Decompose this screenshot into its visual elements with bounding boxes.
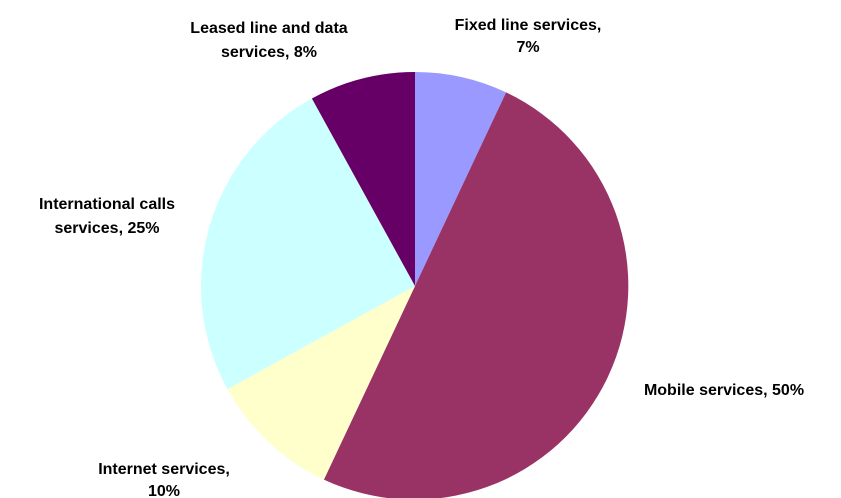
- slice-label-line: Internet services,: [98, 461, 230, 478]
- slice-label: Internet services, 10%: [98, 461, 230, 498]
- pie-labels: Fixed line services, 7% Mobile services, 5…: [39, 17, 804, 498]
- slice-label-line: Leased line and data: [190, 20, 347, 37]
- slice-label: Leased line and data services, 8%: [190, 20, 347, 61]
- slice-label-line: services, 8%: [221, 44, 317, 61]
- slice-label: International calls services, 25%: [39, 196, 175, 237]
- slice-label-line: Fixed line services,: [455, 17, 602, 34]
- pie-slice-international-calls-services: [200, 98, 415, 390]
- slice-label: Mobile services, 50%: [644, 382, 804, 399]
- pie-slice-leased-line-and-data-services: [311, 71, 415, 286]
- slice-label-line: 7%: [516, 39, 539, 56]
- slice-label: Fixed line services, 7%: [455, 17, 602, 56]
- slice-label-line: 10%: [148, 483, 180, 498]
- pie-slice-mobile-services: [323, 92, 629, 498]
- pie-slice-fixed-line-services: [415, 72, 507, 286]
- slice-label-line: Mobile services, 50%: [644, 382, 804, 399]
- slice-label-line: services, 25%: [55, 220, 160, 237]
- pie-slices: [200, 71, 629, 498]
- pie-slice-internet-services: [227, 286, 415, 480]
- slice-label-line: International calls: [39, 196, 175, 213]
